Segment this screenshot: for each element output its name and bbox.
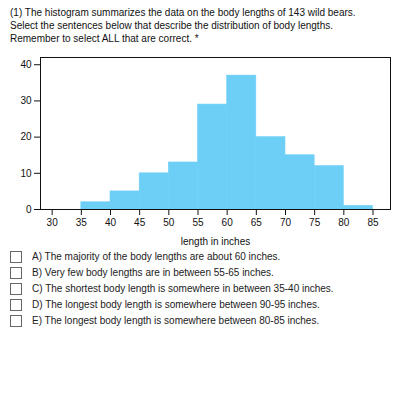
svg-text:50: 50 [163, 217, 175, 228]
svg-text:40: 40 [105, 217, 117, 228]
svg-text:30: 30 [47, 217, 59, 228]
svg-text:40: 40 [20, 59, 32, 70]
svg-text:60: 60 [222, 217, 234, 228]
svg-text:80: 80 [338, 217, 350, 228]
html-text:E) The longest body length is: E) The longest body length is somewhere … [32, 315, 320, 326]
svg-text:55: 55 [192, 217, 204, 228]
svg-text:85: 85 [367, 217, 379, 228]
svg-text:0: 0 [26, 204, 32, 215]
svg-text:35: 35 [76, 217, 88, 228]
svg-text:10: 10 [20, 168, 32, 179]
html-text:A) The majority of the body le: A) The majority of the body lengths are … [32, 251, 281, 262]
html-text:B) Very few body lengths are i: B) Very few body lengths are in between … [32, 267, 274, 278]
html-text:C) The shortest body length is: C) The shortest body length is somewhere… [32, 283, 334, 294]
html-text:(1) The histogram summarizes t: (1) The histogram summarizes the data on… [10, 7, 356, 44]
svg-text:75: 75 [309, 217, 321, 228]
svg-text:30: 30 [20, 95, 32, 106]
html-text:D) The longest body length is: D) The longest body length is somewhere … [32, 299, 320, 310]
svg-text:65: 65 [251, 217, 263, 228]
svg-text:45: 45 [134, 217, 146, 228]
svg-text:70: 70 [280, 217, 292, 228]
svg-text:20: 20 [20, 131, 32, 142]
svg-text:length in inches: length in inches [181, 236, 251, 247]
